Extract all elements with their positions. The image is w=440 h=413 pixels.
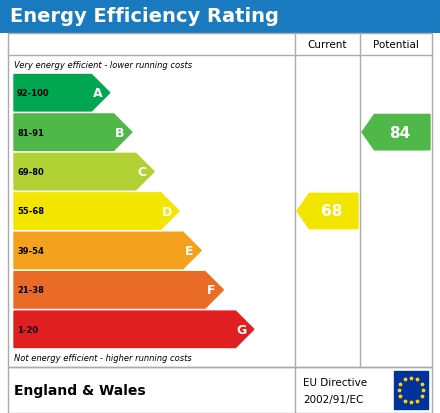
Polygon shape [14,154,154,190]
Bar [8,34,432,367]
Polygon shape [297,194,358,229]
Text: D: D [162,205,172,218]
Text: 55-68: 55-68 [17,207,44,216]
Polygon shape [14,75,110,112]
Bar [0,0,440,34]
Text: 68: 68 [320,204,342,219]
Text: Not energy efficient - higher running costs: Not energy efficient - higher running co… [14,354,192,363]
Text: B: B [115,126,125,139]
Polygon shape [362,115,430,150]
Text: EU Directive: EU Directive [303,377,367,387]
Polygon shape [14,233,201,269]
Bar [394,371,428,409]
Text: E: E [185,244,194,257]
Text: Current: Current [308,40,347,50]
Bar [8,367,432,413]
Text: F: F [207,284,216,297]
Text: 1-20: 1-20 [17,325,38,334]
Polygon shape [14,311,254,348]
Polygon shape [14,272,224,309]
Bar [0,367,440,413]
Text: A: A [93,87,103,100]
Text: 92-100: 92-100 [17,89,50,98]
Text: 81-91: 81-91 [17,128,44,137]
Polygon shape [14,115,132,151]
Text: C: C [138,166,147,179]
Text: England & Wales: England & Wales [14,383,146,397]
Text: G: G [237,323,247,336]
Text: 84: 84 [389,125,411,140]
Text: Potential: Potential [373,40,419,50]
Text: 69-80: 69-80 [17,168,44,177]
Text: Very energy efficient - lower running costs: Very energy efficient - lower running co… [14,60,192,69]
Text: 39-54: 39-54 [17,246,44,255]
Text: 21-38: 21-38 [17,286,44,294]
Text: Energy Efficiency Rating: Energy Efficiency Rating [10,7,279,26]
Polygon shape [14,193,179,230]
Text: 2002/91/EC: 2002/91/EC [303,394,363,404]
